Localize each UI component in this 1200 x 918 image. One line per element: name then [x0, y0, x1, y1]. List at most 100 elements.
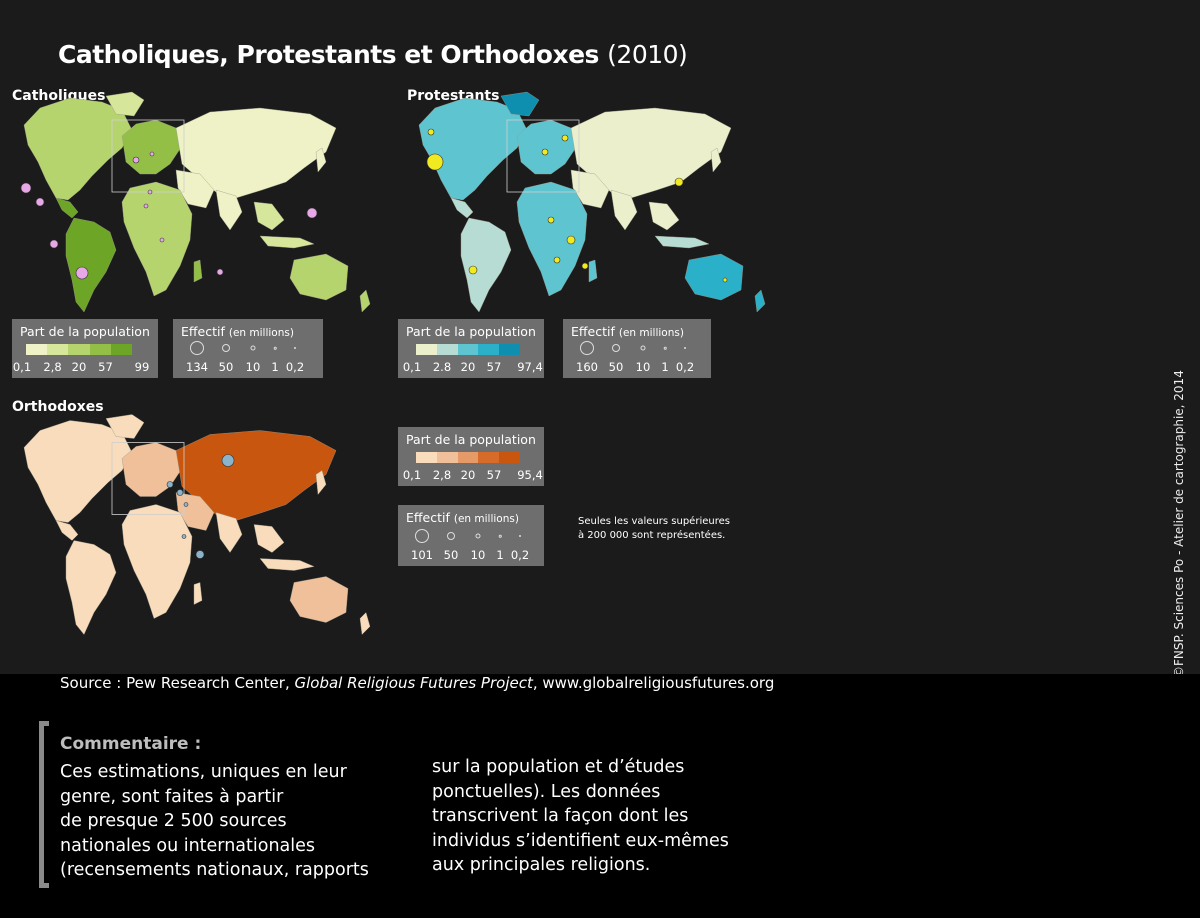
legend-tick: 0,2: [675, 360, 695, 374]
region-south-asia: [215, 189, 243, 231]
country-bubble: [147, 189, 153, 195]
europe-inset-frame: [111, 442, 185, 515]
legend-swatch: [478, 452, 500, 463]
country-bubble: [674, 177, 684, 187]
region-new-zealand: [359, 612, 371, 635]
region-southeast-asia: [253, 201, 285, 231]
legend-count-title: Effectif (en millions): [181, 324, 294, 339]
legend-swatch: [457, 344, 479, 355]
commentary-line: nationales ou internationales: [60, 835, 316, 856]
country-bubble: [159, 237, 165, 243]
legend-tick: 160: [576, 360, 598, 374]
country-bubble: [149, 151, 155, 157]
legend-tick: 0,1: [402, 360, 422, 374]
legend-tick: 10: [245, 360, 261, 374]
region-south-asia: [215, 512, 243, 553]
legend-share-title: Part de la population: [406, 432, 536, 447]
region-indonesia: [654, 235, 710, 249]
legend-size-circle: [415, 529, 429, 543]
country-bubble: [553, 256, 561, 264]
legend-size-circle: [294, 347, 296, 349]
country-bubble: [216, 268, 224, 276]
legend-share-title: Part de la population: [406, 324, 536, 339]
region-south-america: [65, 540, 117, 635]
commentary-line: Ces estimations, uniques en leur: [60, 762, 347, 782]
region-south-america: [460, 217, 512, 313]
legend-swatch: [499, 344, 520, 355]
country-bubble: [183, 502, 189, 507]
region-central-america: [55, 197, 79, 219]
region-australia: [289, 576, 349, 623]
region-europe: [121, 119, 183, 175]
legend-color-bar: [416, 344, 520, 355]
country-bubble: [20, 182, 32, 194]
country-bubble: [49, 239, 59, 249]
country-bubble: [132, 156, 140, 164]
legend-tick: 50: [443, 548, 459, 562]
legend-size-circle: [475, 533, 481, 539]
legend-count-protestants: Effectif (en millions) 160 50 10 1 0,2: [563, 319, 711, 378]
legend-size-circle: [190, 341, 204, 355]
country-bubble: [181, 534, 187, 539]
map-label-orthodoxes: Orthodoxes: [12, 399, 104, 415]
europe-inset-frame: [506, 119, 580, 193]
legend-color-bar: [26, 344, 132, 355]
legend-tick: 10: [470, 548, 486, 562]
legend-tick: 57: [98, 360, 113, 374]
legend-tick: 50: [218, 360, 234, 374]
legend-swatch: [436, 452, 458, 463]
legend-tick: 0,1: [402, 468, 422, 482]
legend-share-protestants: Part de la population 0,1 2.8 20 57 97,4: [398, 319, 544, 378]
country-bubble: [566, 235, 576, 245]
country-bubble: [468, 265, 478, 275]
legend-swatch: [478, 344, 500, 355]
legend-tick: 50: [608, 360, 624, 374]
legend-tick: 134: [186, 360, 208, 374]
legend-tick: 101: [411, 548, 433, 562]
legend-tick: 20: [71, 360, 87, 374]
region-africa: [121, 504, 193, 619]
region-greenland: [500, 91, 540, 117]
region-new-zealand: [754, 289, 766, 313]
legend-size-circle: [612, 344, 620, 352]
region-japan: [710, 147, 722, 173]
legend-size-circle: [519, 535, 521, 537]
legend-tick: 99: [134, 360, 150, 374]
commentary-line: individus s’identifient eux-mêmes: [432, 830, 729, 851]
legend-tick: 20: [460, 360, 476, 374]
commentary-line: (recensements nationaux, rapports: [60, 860, 369, 880]
world-map-orthodoxes: [23, 414, 371, 635]
region-middle-east: [175, 169, 215, 209]
region-south-america: [65, 217, 117, 313]
map-panel: Catholiques, Protestants et Orthodoxes (…: [0, 0, 1200, 674]
region-new-zealand: [359, 289, 371, 313]
region-middle-east: [175, 492, 215, 531]
legend-swatch: [89, 344, 111, 355]
country-bubble: [75, 266, 89, 280]
country-bubble: [35, 197, 45, 207]
region-europe: [516, 119, 578, 175]
legend-size-circle: [447, 532, 455, 540]
legend-count-orthodoxes: Effectif (en millions) 101 50 10 1 0,2: [398, 505, 544, 566]
country-bubble: [722, 277, 728, 283]
country-bubble: [426, 153, 444, 171]
legend-count-title: Effectif (en millions): [571, 324, 684, 339]
legend-tick: 1: [271, 360, 279, 374]
legend-count-catholiques: Effectif (en millions) 134 50 10 1 0,2: [173, 319, 323, 378]
legend-tick: 20: [460, 468, 476, 482]
legend-size-circle: [663, 346, 667, 350]
legend-tick: 2,8: [43, 360, 62, 374]
legend-tick: 1: [496, 548, 504, 562]
region-greenland: [105, 414, 145, 439]
legend-tick: 10: [635, 360, 651, 374]
legend-swatch: [416, 344, 437, 355]
legend-tick: 0,1: [12, 360, 32, 374]
legend-size-circle: [640, 345, 646, 351]
commentary-line: transcrivent la façon dont les: [432, 806, 689, 826]
page-title: Catholiques, Protestants et Orthodoxes (…: [58, 40, 688, 69]
country-bubble: [176, 489, 184, 496]
region-central-america: [55, 520, 79, 541]
region-madagascar: [193, 582, 203, 605]
legend-tick: 1: [661, 360, 669, 374]
copyright: ©FNSP. Sciences Po - Atelier de cartogra…: [1172, 370, 1186, 678]
